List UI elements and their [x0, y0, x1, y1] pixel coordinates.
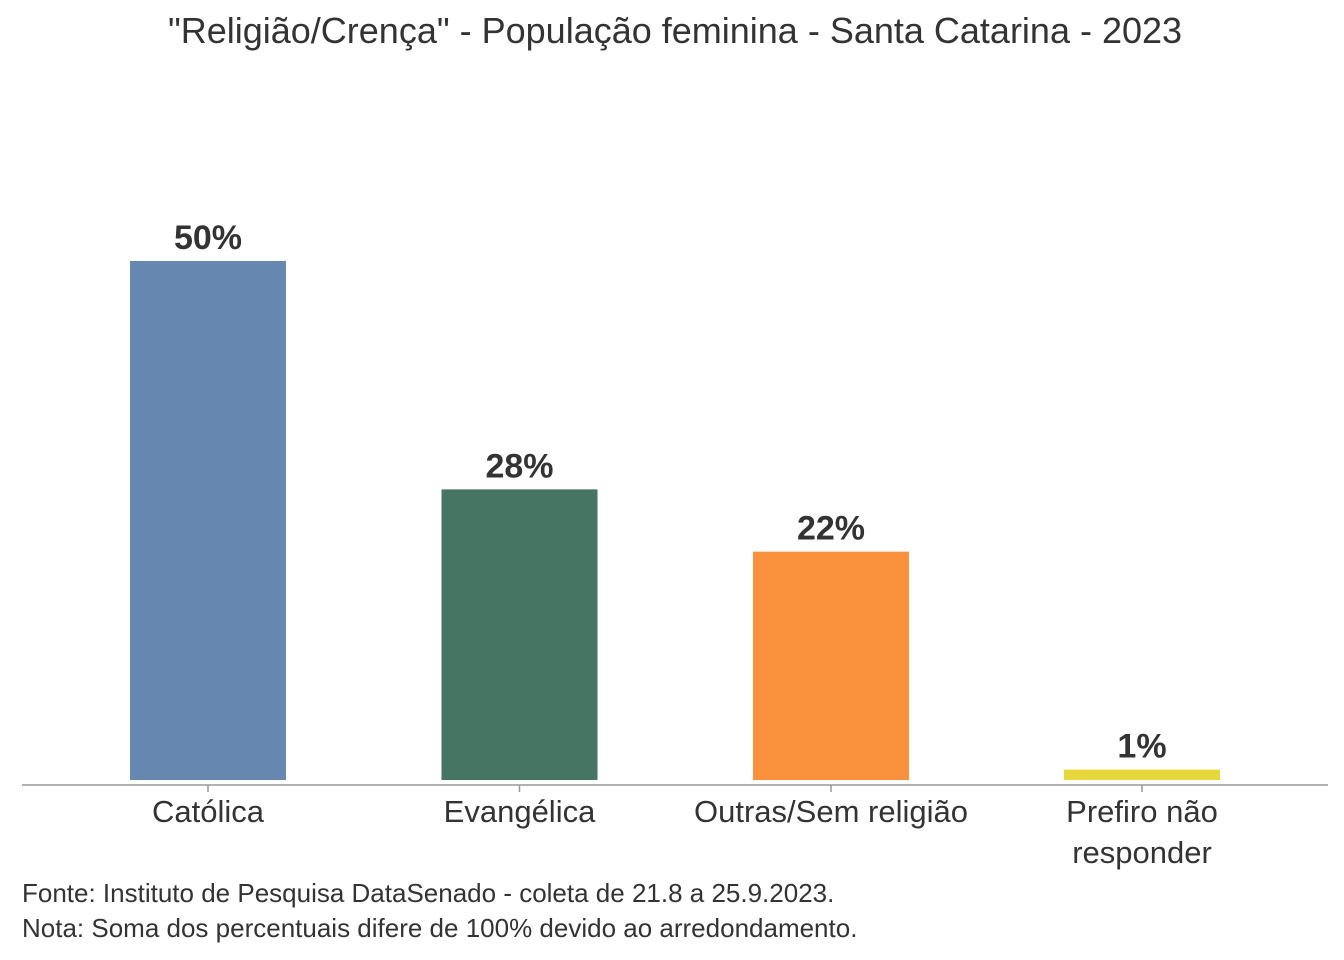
source-note: Fonte: Instituto de Pesquisa DataSenado … — [22, 878, 835, 908]
x-tick-label: Católica — [152, 794, 265, 829]
footnote: Nota: Soma dos percentuais difere de 100… — [22, 913, 858, 943]
data-label: 1% — [1117, 728, 1166, 766]
data-label: 28% — [485, 447, 553, 485]
x-tick-label: Evangélica — [444, 794, 596, 829]
x-tick-label: responder — [1072, 835, 1212, 870]
data-label: 50% — [174, 219, 242, 257]
chart-title: "Religião/Crença" - População feminina -… — [167, 10, 1183, 51]
bar — [1064, 769, 1220, 780]
data-label: 22% — [797, 510, 865, 548]
bar — [130, 261, 286, 780]
x-tick-label: Outras/Sem religião — [694, 794, 968, 829]
bar — [753, 551, 909, 780]
bar — [441, 489, 598, 780]
x-tick-label: Prefiro não — [1066, 794, 1218, 829]
